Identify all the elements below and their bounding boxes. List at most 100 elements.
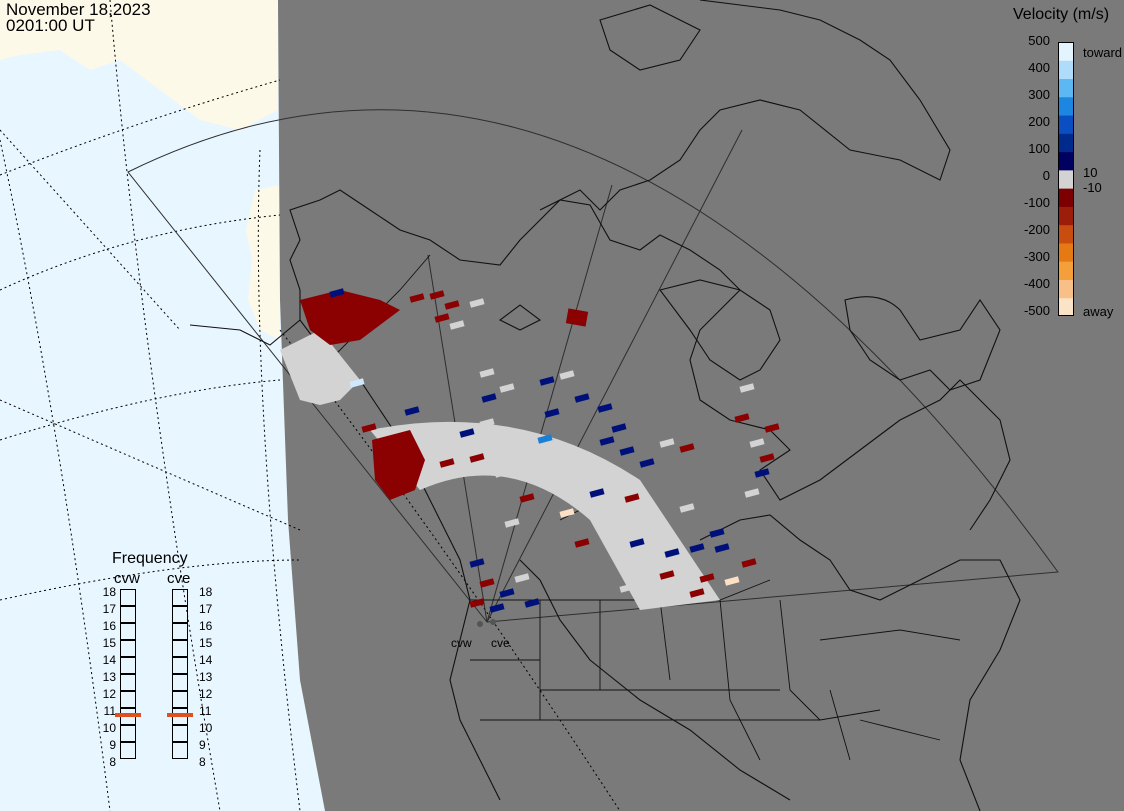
- colorbar-tick-label: -400: [1023, 276, 1050, 291]
- frequency-tick-label: 9: [199, 738, 206, 752]
- echo-cell: [439, 458, 455, 468]
- echo-cell: [759, 453, 775, 463]
- echo-cell: [741, 558, 757, 568]
- colorbar-segment: [1058, 224, 1074, 244]
- colorbar-segment: [1058, 206, 1074, 226]
- colorbar-segment: [1058, 297, 1074, 316]
- echo-cell: [459, 428, 475, 438]
- frequency-cell: [120, 674, 136, 691]
- colorbar-segment: [1058, 279, 1074, 299]
- colorbar-tick-label: 10: [1083, 165, 1098, 180]
- frequency-tick-label: 12: [102, 687, 116, 701]
- colorbar-segment: [1058, 133, 1074, 153]
- echo-cell: [709, 528, 725, 538]
- frequency-tick-label: 11: [103, 704, 116, 718]
- echo-cell: [739, 383, 755, 393]
- frequency-tick-label: 10: [199, 721, 213, 735]
- echo-cell: [514, 573, 530, 583]
- frequency-tick-label: 18: [199, 585, 213, 599]
- frequency-tick-label: 12: [199, 687, 213, 701]
- echo-cell: [469, 598, 485, 608]
- colorbar-segment: [1058, 188, 1074, 207]
- site-label-cvw: cvw: [451, 636, 472, 650]
- echo-cell: [689, 588, 705, 598]
- frequency-cell: [120, 691, 136, 708]
- frequency-scale-cvw: [120, 589, 136, 759]
- echo-cell: [504, 518, 520, 528]
- echo-cell: [519, 493, 535, 503]
- velocity-colorbar: [1058, 42, 1074, 316]
- day-ocean: [0, 0, 330, 811]
- echo-cell: [679, 443, 695, 453]
- frequency-tick-label: 15: [199, 636, 213, 650]
- colorbar-tick-label: 500: [1028, 33, 1050, 48]
- echo-cell: [659, 570, 675, 580]
- frequency-tick-label: 13: [199, 670, 213, 684]
- echo-cell: [619, 583, 635, 593]
- frequency-cell: [172, 623, 188, 640]
- echo-cell: [479, 578, 495, 588]
- echo-cell: [629, 538, 645, 548]
- colorbar-outline: [1058, 42, 1074, 316]
- echo-cell: [619, 446, 635, 456]
- echo-away-cluster: [372, 430, 425, 500]
- frequency-tick-label: 8: [199, 755, 206, 769]
- echo-cell: [764, 423, 780, 433]
- frequency-tick-label: 18: [102, 585, 116, 599]
- echo-cell: [754, 468, 770, 478]
- colorbar-segment: [1058, 169, 1074, 189]
- night-region: [278, 0, 1124, 811]
- echo-cell: [361, 423, 377, 433]
- frequency-tick-label: 8: [109, 755, 116, 769]
- frequency-cell: [120, 742, 136, 759]
- echo-cell: [714, 543, 730, 553]
- colorbar-segment: [1058, 261, 1074, 280]
- frequency-tick-label: 13: [102, 670, 116, 684]
- echo-away-cluster: [300, 290, 400, 345]
- colorbar-segment: [1058, 115, 1074, 134]
- echo-cell: [664, 548, 680, 558]
- frequency-cell: [172, 725, 188, 742]
- echo-cell: [559, 508, 575, 518]
- echo-cell: [494, 468, 510, 478]
- echo-cell: [699, 573, 715, 583]
- echo-cell: [481, 393, 497, 403]
- colorbar-tick-label: -100: [1023, 195, 1050, 210]
- radar-echoes: [280, 288, 780, 613]
- echo-cell: [434, 313, 450, 323]
- colorbar-away-label: away: [1083, 304, 1114, 319]
- echo-cell: [537, 434, 553, 444]
- echo-cell: [524, 598, 540, 608]
- frequency-cell: [120, 623, 136, 640]
- echo-cell: [565, 308, 589, 327]
- echo-cell: [749, 438, 765, 448]
- frequency-tick-label: 15: [102, 636, 116, 650]
- echo-cell: [624, 493, 640, 503]
- frequency-cell: [172, 742, 188, 759]
- radar-site-cvw: [477, 621, 483, 627]
- frequency-cell: [120, 640, 136, 657]
- frequency-scale-cve: [172, 589, 188, 759]
- site-label-cve: cve: [491, 636, 510, 650]
- echo-cell: [554, 453, 570, 463]
- echo-cell: [444, 300, 460, 310]
- echo-cell: [469, 453, 485, 463]
- colorbar-segment: [1058, 151, 1074, 171]
- frequency-tick-label: 14: [102, 653, 116, 667]
- echo-cell: [734, 413, 750, 423]
- echo-cell: [604, 508, 620, 518]
- echo-cell: [479, 418, 495, 428]
- colorbar-tick-label: -10: [1083, 180, 1102, 195]
- colorbar-tick-label: 300: [1028, 87, 1050, 102]
- echo-cell: [329, 288, 345, 298]
- frequency-cell: [120, 606, 136, 623]
- echo-cell: [349, 378, 365, 388]
- colorbar-tick-label: 400: [1028, 60, 1050, 75]
- colorbar-segment: [1058, 78, 1074, 98]
- echo-cell: [499, 383, 515, 393]
- frequency-cell: [120, 589, 136, 606]
- frequency-cell: [172, 589, 188, 606]
- echo-cell: [639, 458, 655, 468]
- coastlines: [189, 0, 1021, 811]
